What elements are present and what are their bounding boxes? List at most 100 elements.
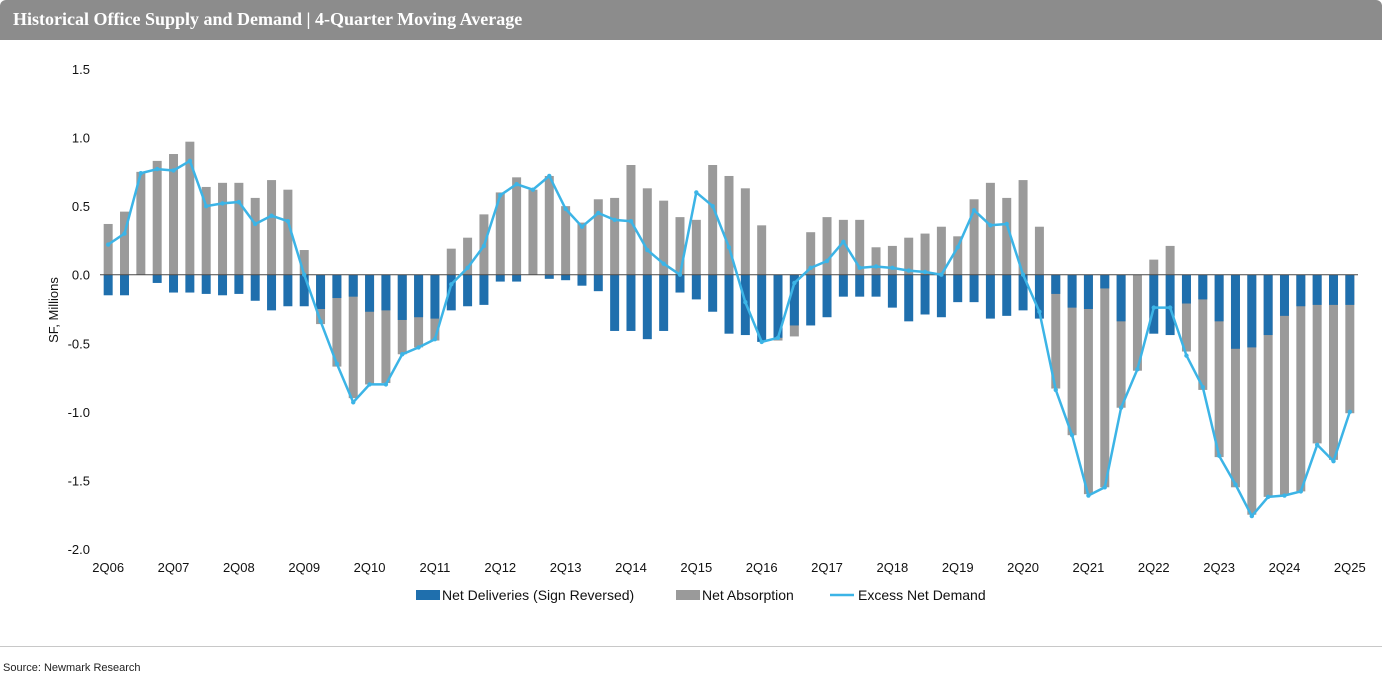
net-absorption-bar (267, 180, 277, 275)
excess-net-demand-point (743, 299, 748, 305)
y-tick-label: 0.5 (72, 199, 90, 214)
source-note: Source: Newmark Research (3, 662, 141, 674)
excess-net-demand-point (677, 272, 683, 277)
excess-net-demand-point (1004, 221, 1009, 227)
excess-net-demand-point (530, 187, 536, 192)
net-deliveries-bar (708, 274, 718, 312)
excess-net-demand-point (302, 272, 307, 277)
net-absorption-bar (822, 217, 832, 275)
net-deliveries-bar (1067, 274, 1077, 308)
excess-net-demand-point (318, 319, 323, 324)
net-deliveries-bar (1083, 274, 1093, 309)
net-absorption-bar (1279, 274, 1289, 496)
excess-net-demand-point (596, 210, 601, 216)
excess-net-demand-point (547, 173, 552, 179)
net-deliveries-bar (1329, 274, 1338, 305)
x-tick-label: 2Q08 (223, 560, 255, 575)
net-absorption-bar (234, 182, 244, 275)
x-tick-label: 2Q21 (1073, 560, 1105, 575)
net-absorption-bar (1132, 274, 1142, 371)
net-absorption-bar (1181, 274, 1191, 352)
net-deliveries-bar (544, 274, 554, 279)
net-absorption-bar (1018, 180, 1028, 275)
net-deliveries-bar (1279, 274, 1289, 316)
net-deliveries-bar (659, 274, 669, 331)
excess-net-demand-point (922, 269, 928, 275)
net-absorption-bar (1165, 245, 1175, 275)
excess-net-demand-point (726, 245, 732, 250)
net-absorption-bar (1263, 274, 1273, 497)
net-deliveries-bar (985, 274, 995, 319)
excess-net-demand-point (775, 335, 781, 340)
net-deliveries-bar (904, 274, 914, 322)
net-absorption-bar (332, 274, 342, 367)
excess-net-demand-point (105, 242, 111, 247)
excess-net-demand-point (988, 223, 993, 228)
legend-excess-net-demand: Excess Net Demand (830, 587, 986, 603)
net-absorption-bar (708, 165, 718, 275)
net-deliveries-bar (936, 274, 946, 318)
net-deliveries-bar (120, 274, 129, 296)
y-axis-label: SF, Millions (46, 277, 61, 343)
net-absorption-bar (740, 188, 750, 275)
net-absorption-bar (544, 175, 554, 275)
net-absorption-bar (1230, 274, 1240, 488)
excess-net-demand-point (628, 219, 634, 224)
excess-net-demand-point (1233, 482, 1238, 487)
excess-net-demand-point (253, 221, 258, 227)
net-deliveries-bars (103, 274, 1355, 349)
net-absorption-bar (1067, 274, 1077, 436)
excess-net-demand-point (1053, 387, 1058, 393)
x-tick-label: 2Q10 (354, 560, 386, 575)
excess-net-demand-point (481, 243, 487, 249)
net-absorption-bar (1198, 274, 1208, 390)
net-deliveries-bar (1198, 274, 1208, 300)
excess-net-demand-point (1184, 353, 1189, 358)
net-absorption-bar (1214, 274, 1224, 458)
net-absorption-bar (724, 175, 734, 275)
net-absorption-bar (806, 232, 816, 275)
net-absorption-bar (185, 141, 195, 275)
net-deliveries-bar (1214, 274, 1224, 322)
net-deliveries-bar (1018, 274, 1028, 311)
chart-svg: SF, Millions 1.5 1.0 0.5 0.0 -0.5 -1.0 -1.5 -2.… (46, 62, 1366, 603)
y-tick-label: -1.5 (68, 473, 90, 488)
excess-net-demand-point (236, 199, 242, 205)
net-deliveries-bar (561, 274, 571, 281)
x-tick-label: 2Q15 (680, 560, 712, 575)
net-deliveries-bar (920, 274, 930, 315)
excess-net-demand-point (1314, 442, 1320, 447)
excess-net-demand-point (939, 272, 944, 277)
net-absorption-bar (887, 245, 897, 275)
net-deliveries-bar (806, 274, 816, 326)
net-absorption-bar (1345, 274, 1355, 414)
net-deliveries-bar (1051, 274, 1061, 294)
net-absorption-bar (136, 171, 146, 275)
chart-title-bar: Historical Office Supply and Demand | 4-… (0, 0, 1382, 40)
excess-net-demand-point (334, 361, 340, 367)
y-tick-label: -1.0 (68, 405, 90, 420)
x-tick-label: 2Q24 (1269, 560, 1301, 575)
excess-net-demand-point (1069, 432, 1075, 438)
net-deliveries-bar (822, 274, 832, 318)
net-absorption-bar (446, 248, 456, 275)
x-tick-label: 2Q23 (1203, 560, 1235, 575)
net-deliveries-bar (185, 274, 195, 293)
net-deliveries-bar (1100, 274, 1110, 289)
net-absorption-bar (691, 219, 701, 275)
excess-net-demand-point (661, 261, 666, 266)
excess-net-demand-point (154, 166, 160, 172)
net-absorption-bar (985, 182, 995, 275)
excess-net-demand-point (906, 268, 911, 273)
net-deliveries-bar (397, 274, 407, 320)
net-absorption-bar (103, 223, 113, 275)
net-deliveries-bar (887, 274, 897, 308)
net-deliveries-bar (593, 274, 603, 292)
net-absorption-bar (528, 189, 538, 275)
x-tick-label: 2Q16 (746, 560, 778, 575)
net-absorption-bar (152, 160, 162, 275)
excess-net-demand-point (857, 265, 862, 271)
excess-net-demand-point (612, 217, 617, 223)
excess-net-demand-point (400, 352, 405, 357)
legend-net-deliveries: Net Deliveries (Sign Reversed) (416, 587, 634, 603)
